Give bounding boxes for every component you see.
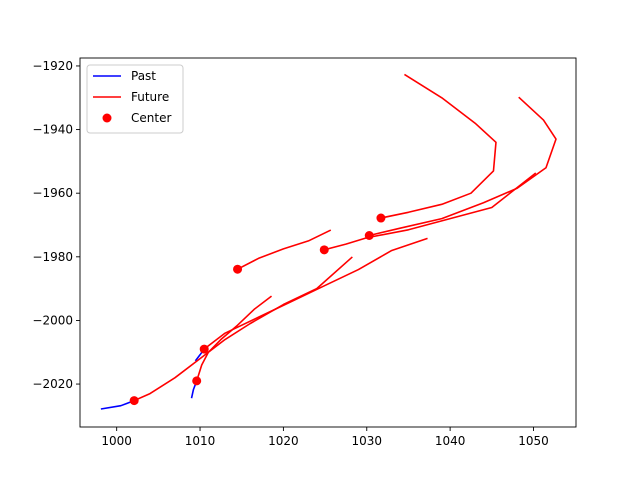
axes-frame	[79, 57, 577, 428]
center-point-5	[364, 231, 374, 241]
legend-label-past: Past	[131, 69, 156, 83]
plot-content	[100, 73, 557, 410]
future-trajectory-line-6	[236, 229, 332, 271]
x-tick-label: 1050	[518, 434, 549, 448]
y-tick-label: −1940	[32, 123, 73, 137]
y-tick-label: −1920	[32, 59, 73, 73]
future-trajectory-line-9	[379, 73, 497, 219]
future-trajectory-line-5	[203, 237, 428, 351]
legend-label-center: Center	[131, 111, 171, 125]
center-point-0	[129, 396, 139, 406]
y-tick-label: −2020	[32, 377, 73, 391]
future-trajectory-line-4	[195, 295, 273, 382]
center-point-4	[319, 245, 329, 255]
x-tick-label: 1040	[435, 434, 466, 448]
future-trajectory-line-7	[323, 172, 537, 251]
legend-label-future: Future	[131, 90, 169, 104]
x-tick-label: 1030	[351, 434, 382, 448]
center-point-3	[233, 264, 243, 274]
axes: 1000 1010 1020 1030 1040 1050 −2020 −2000 −1980 −…	[32, 57, 577, 448]
y-tick-label: −1960	[32, 186, 73, 200]
plot-area	[100, 73, 557, 410]
x-tick-label: 1020	[268, 434, 299, 448]
x-tick-label: 1010	[185, 434, 216, 448]
legend-swatch-center	[102, 113, 112, 123]
y-tick-label: −2000	[32, 313, 73, 327]
future-trajectory-line-8	[368, 96, 557, 237]
x-tick-label: 1000	[101, 434, 132, 448]
legend: Past Future Center	[86, 64, 184, 134]
y-tick-label: −1980	[32, 250, 73, 264]
center-point-2	[199, 344, 209, 354]
center-point-1	[192, 376, 202, 386]
center-point-6	[376, 213, 386, 223]
past-trajectory-line-0	[100, 399, 136, 410]
